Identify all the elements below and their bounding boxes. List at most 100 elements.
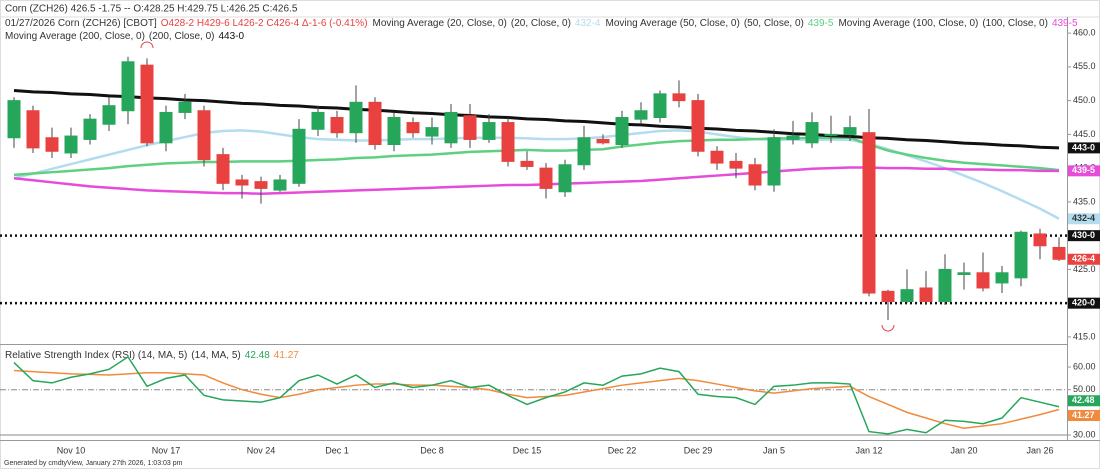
candle-body: [425, 127, 439, 137]
rsi-tick-label: 60.00: [1073, 361, 1096, 371]
legend-params: (200, Close, 0): [149, 31, 215, 42]
legend-name: Moving Average (20, Close, 0): [373, 18, 507, 29]
footer: Generated by cmdtyView, January 27th 202…: [4, 460, 183, 467]
high-marker: [140, 41, 154, 49]
candle-body: [387, 116, 401, 146]
rsi-params: (14, MA, 5): [191, 350, 240, 361]
candle-body: [615, 116, 629, 146]
candle-body: [292, 128, 306, 184]
y-tick-label: 455.0: [1073, 61, 1096, 71]
x-tick-label: Dec 29: [684, 445, 713, 455]
candle-body: [653, 93, 667, 118]
ma-value-label-box: [1068, 165, 1100, 177]
moving-average: [13, 88, 1060, 150]
candle-body: [83, 118, 97, 140]
rsi-value-label-box: [1068, 395, 1100, 407]
candle-body: [596, 138, 610, 144]
candle-body: [197, 110, 211, 161]
candle-body: [539, 167, 553, 189]
level-label: 430-0: [1072, 230, 1095, 240]
chart-title: Corn (ZCH26) 426.5 -1.75 -- O:428.25 H:4…: [5, 4, 298, 15]
candle-body: [691, 100, 705, 152]
y-tick-label: 435.0: [1073, 196, 1096, 206]
rsi-value: 42.48: [245, 350, 270, 361]
x-tick-label: Jan 12: [855, 445, 882, 455]
candle-body: [463, 115, 477, 140]
candle-body: [976, 272, 990, 289]
candle-body: [520, 160, 534, 167]
level-box: [1068, 297, 1100, 309]
legend-value: 443-0: [219, 31, 245, 42]
candle-body: [786, 135, 800, 140]
candle-body: [805, 122, 819, 144]
moving-average: [13, 166, 1059, 196]
candle-body: [558, 164, 572, 193]
x-tick-label: Dec 22: [608, 445, 637, 455]
level-label: 420-0: [1072, 298, 1095, 308]
candle-body: [45, 137, 59, 152]
candle-body: [121, 61, 135, 112]
candle-body: [634, 110, 648, 120]
candle-body: [482, 122, 496, 140]
x-tick-label: Nov 24: [247, 445, 276, 455]
candle-body: [254, 181, 268, 189]
candle-body: [368, 101, 382, 146]
candle-body: [216, 154, 230, 184]
last-price-label-box: [1068, 253, 1100, 265]
candle-body: [862, 132, 876, 294]
candle-body: [710, 150, 724, 164]
x-tick-label: Jan 26: [1026, 445, 1053, 455]
candle-body: [938, 268, 952, 302]
candle-body: [919, 287, 933, 302]
candle-body: [349, 101, 363, 134]
rsi-legend: Relative Strength Index (RSI) (14, MA, 5…: [5, 350, 299, 361]
y-tick-label: 415.0: [1073, 331, 1096, 341]
legend-name: Moving Average (50, Close, 0): [605, 18, 739, 29]
rsi-line: [13, 355, 1060, 435]
legend-name: Moving Average (200, Close, 0): [5, 31, 145, 42]
low-marker: [881, 324, 895, 332]
candle-body: [26, 110, 40, 149]
rsi-line: [13, 369, 1060, 429]
legend-name: Moving Average (100, Close, 0): [838, 18, 978, 29]
candle-body: [330, 116, 344, 134]
candle-body: [7, 100, 21, 139]
y-tick-label: 445.0: [1073, 129, 1096, 139]
candle-body: [995, 272, 1009, 284]
legend-ohlc: O428-2 H429-6 L426-2 C426-4 Δ-1-6 (-0.41…: [161, 18, 368, 29]
legend-symbol: 01/27/2026 Corn (ZCH26) [CBOT]: [5, 18, 157, 29]
ma-value-label: 443-0: [1072, 142, 1095, 152]
candle-body: [881, 290, 895, 302]
y-tick-label: 450.0: [1073, 95, 1096, 105]
candle-body: [178, 101, 192, 113]
candle-body: [311, 111, 325, 130]
candle-body: [748, 164, 762, 186]
candle-body: [501, 122, 515, 162]
legend: Moving Average (200, Close, 0) (200, Clos…: [5, 31, 245, 42]
rsi-title: Relative Strength Index (RSI) (14, MA, 5…: [5, 350, 187, 361]
x-tick-label: Jan 20: [950, 445, 977, 455]
candle-body: [1014, 231, 1028, 279]
candle-body: [235, 179, 249, 186]
legend-params: (100, Close, 0): [982, 18, 1048, 29]
rsi-value-label: 41.27: [1072, 410, 1095, 420]
legend-value: 439-5: [1052, 18, 1078, 29]
x-tick-label: Nov 17: [152, 445, 181, 455]
rsi-value-label-box: [1068, 409, 1100, 421]
candle-body: [672, 93, 686, 102]
candle-body: [273, 179, 287, 191]
last-price-label: 426-4: [1072, 254, 1095, 264]
candle-body: [577, 137, 591, 166]
candle-body: [64, 135, 78, 154]
x-tick-label: Dec 8: [420, 445, 444, 455]
x-tick-label: Dec 15: [513, 445, 542, 455]
legend-value: 439-5: [808, 18, 834, 29]
candle-body: [406, 122, 420, 134]
legend-value: 432-4: [575, 18, 601, 29]
rsi-value: 41.27: [274, 350, 299, 361]
x-tick-label: Jan 5: [763, 445, 785, 455]
legend-params: (20, Close, 0): [511, 18, 571, 29]
ma-value-label-box: [1068, 213, 1100, 225]
candle-body: [767, 137, 781, 186]
